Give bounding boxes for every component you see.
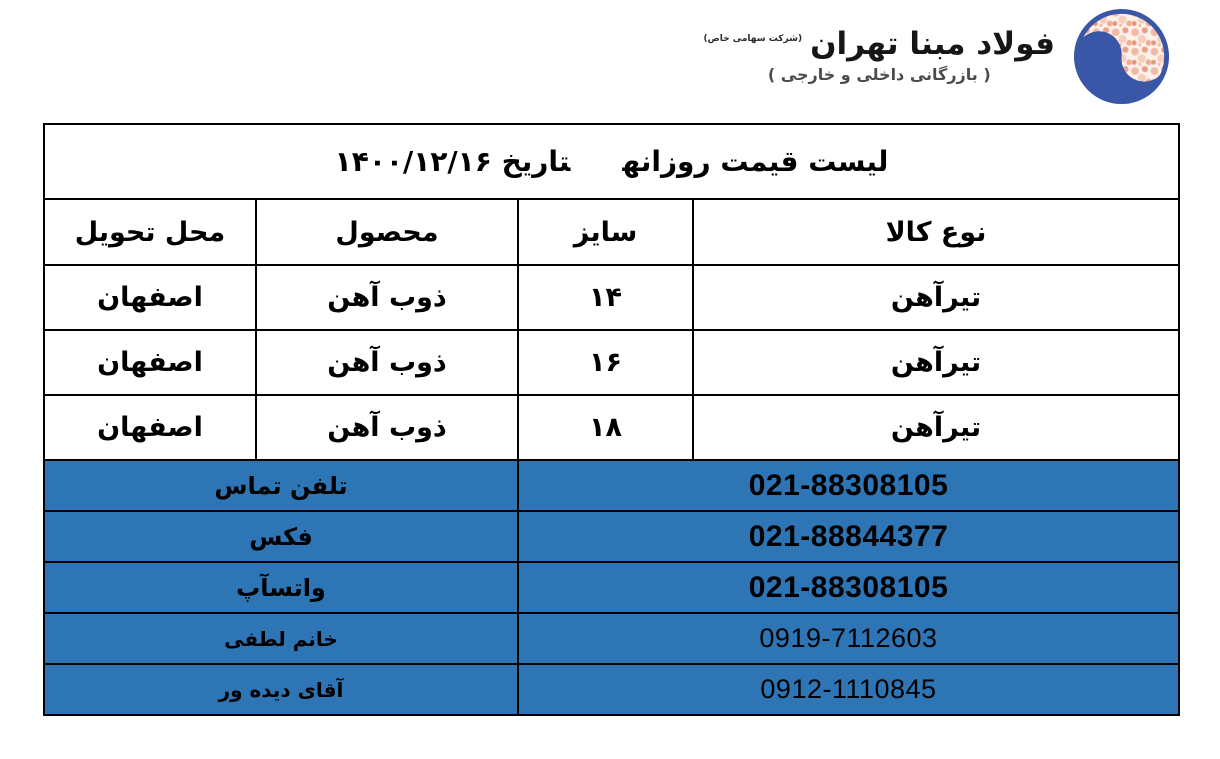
title-row: لیست قیمت روزانه تاریخ ۱۴۰۰/۱۲/۱۶	[43, 123, 1180, 200]
contact-row-mr-didehvar: 0912-1110845 آقای دیده ور	[43, 663, 1180, 716]
column-header-size: سایز	[517, 198, 694, 266]
table-title-cell: لیست قیمت روزانه تاریخ ۱۴۰۰/۱۲/۱۶	[43, 123, 1180, 200]
contact-row-fax: 021-88844377 فکس	[43, 510, 1180, 563]
price-table: لیست قیمت روزانه تاریخ ۱۴۰۰/۱۲/۱۶ نوع کال…	[43, 123, 1180, 716]
cell-size: ۱۸	[517, 394, 694, 461]
cell-product: ذوب آهن	[255, 329, 519, 396]
cell-delivery: اصفهان	[43, 264, 257, 331]
contact-person-number: 0912-1110845	[517, 663, 1180, 716]
fax-label: فکس	[43, 510, 519, 563]
cell-size: ۱۶	[517, 329, 694, 396]
contact-row-phone: 021-88308105 تلفن تماس	[43, 459, 1180, 512]
column-header-product: محصول	[255, 198, 519, 266]
cell-product-type: تیرآهن	[692, 329, 1180, 396]
date-label: تاریخ	[501, 145, 571, 178]
contact-row-whatsapp: 021-88308105 واتسآپ	[43, 561, 1180, 614]
company-logo	[1073, 8, 1170, 105]
column-header-delivery: محل تحویل	[43, 198, 257, 266]
table-row: تیرآهن ۱۴ ذوب آهن اصفهان	[43, 264, 1180, 331]
date-text: تاریخ ۱۴۰۰/۱۲/۱۶	[335, 145, 571, 178]
column-header-product-type: نوع کالا	[692, 198, 1180, 266]
table-row: تیرآهن ۱۶ ذوب آهن اصفهان	[43, 329, 1180, 396]
cell-product: ذوب آهن	[255, 394, 519, 461]
cell-delivery: اصفهان	[43, 394, 257, 461]
company-name-line: فولاد مبنا تهران (شرکت سهامی خاص)	[703, 26, 1056, 62]
company-brand: فولاد مبنا تهران (شرکت سهامی خاص) ( بازر…	[703, 26, 1056, 84]
fax-number: 021-88844377	[517, 510, 1180, 563]
table-row: تیرآهن ۱۸ ذوب آهن اصفهان	[43, 394, 1180, 461]
cell-product-type: تیرآهن	[692, 394, 1180, 461]
contact-row-ms-lotfi: 0919-7112603 خانم لطفی	[43, 612, 1180, 665]
header-row: نوع کالا سایز محصول محل تحویل	[43, 198, 1180, 266]
company-name: فولاد مبنا تهران	[810, 26, 1055, 62]
company-subtitle: ( بازرگانی داخلی و خارجی )	[767, 65, 991, 84]
whatsapp-label: واتسآپ	[43, 561, 519, 614]
cell-delivery: اصفهان	[43, 329, 257, 396]
contact-person-name: آقای دیده ور	[43, 663, 519, 716]
phone-number: 021-88308105	[517, 459, 1180, 512]
cell-product-type: تیرآهن	[692, 264, 1180, 331]
contact-person-name: خانم لطفی	[43, 612, 519, 665]
date-value: ۱۴۰۰/۱۲/۱۶	[334, 145, 492, 178]
whatsapp-number: 021-88308105	[517, 561, 1180, 614]
company-suffix: (شرکت سهامی خاص)	[703, 34, 803, 44]
yin-yang-logo-icon	[1073, 8, 1170, 105]
phone-label: تلفن تماس	[43, 459, 519, 512]
contact-person-number: 0919-7112603	[517, 612, 1180, 665]
price-list-title: لیست قیمت روزانه	[622, 145, 889, 178]
cell-product: ذوب آهن	[255, 264, 519, 331]
cell-size: ۱۴	[517, 264, 694, 331]
